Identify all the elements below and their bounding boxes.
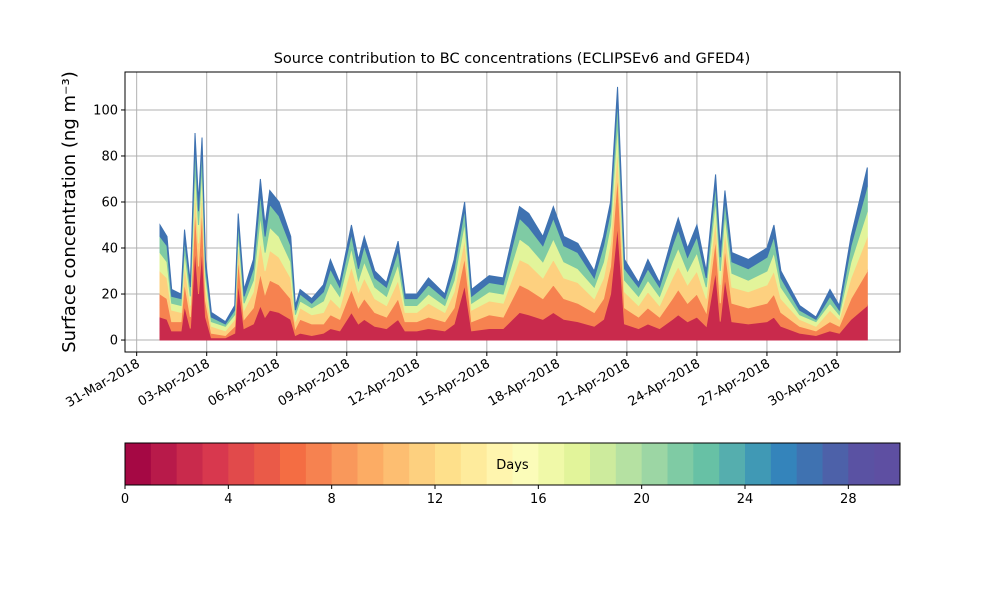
x-tick-label: 21-Apr-2018 (556, 356, 633, 409)
colorbar-swatch (228, 443, 255, 485)
colorbar-swatch (874, 443, 901, 485)
colorbar-swatch (615, 443, 643, 485)
x-tick-label: 09-Apr-2018 (276, 356, 353, 409)
colorbar-swatch (331, 443, 358, 485)
x-tick-label: 24-Apr-2018 (626, 356, 703, 409)
colorbar-swatch (667, 443, 694, 485)
y-tick-label: 0 (110, 334, 118, 349)
colorbar-tick-label: 16 (530, 492, 547, 507)
colorbar-swatch (770, 443, 798, 485)
colorbar-swatch (641, 443, 668, 485)
x-tick-label: 30-Apr-2018 (766, 356, 843, 409)
x-tick-label: 31-Mar-2018 (64, 356, 143, 410)
area-layer (159, 86, 868, 325)
colorbar-swatch (796, 443, 823, 485)
chart-title: Source contribution to BC concentrations… (274, 51, 751, 67)
colorbar-tick-label: 8 (328, 492, 336, 507)
colorbar-tick-label: 28 (840, 492, 857, 507)
y-axis-label: Surface concentration (ng m⁻³) (59, 71, 80, 353)
colorbar-swatch (357, 443, 384, 485)
colorbar-swatch (409, 443, 436, 485)
x-tick-label: 15-Apr-2018 (416, 356, 493, 409)
colorbar-swatch (745, 443, 772, 485)
colorbar-swatch (305, 443, 333, 485)
colorbar-swatch (538, 443, 565, 485)
y-tick-label: 100 (93, 103, 118, 118)
x-tick-label: 27-Apr-2018 (696, 356, 773, 409)
colorbar-swatch (435, 443, 462, 485)
plot-frame (124, 71, 901, 353)
colorbar-swatch (590, 443, 617, 485)
colorbar-swatch (280, 443, 307, 485)
colorbar-swatch (383, 443, 410, 485)
x-tick-label: 03-Apr-2018 (136, 356, 213, 409)
x-tick-label: 18-Apr-2018 (486, 356, 563, 409)
colorbar-swatch (125, 443, 152, 485)
colorbar-tick-label: 12 (427, 492, 444, 507)
y-tick-label: 80 (101, 149, 118, 164)
colorbar-tick-label: 20 (633, 492, 650, 507)
colorbar-swatch (150, 443, 178, 485)
colorbar-swatch (486, 443, 513, 485)
colorbar-swatch (693, 443, 720, 485)
colorbar-tick-label: 0 (121, 492, 129, 507)
colorbar-swatch (460, 443, 488, 485)
colorbar-swatch (822, 443, 849, 485)
colorbar-label: Days (496, 458, 529, 473)
colorbar-frame (124, 442, 901, 486)
x-tick-label: 06-Apr-2018 (206, 356, 283, 409)
colorbar-swatch (512, 443, 539, 485)
y-tick-label: 20 (101, 288, 118, 303)
colorbar-swatch (719, 443, 746, 485)
x-tick-label: 12-Apr-2018 (346, 356, 423, 409)
colorbar-swatch (254, 443, 281, 485)
y-tick-label: 60 (101, 195, 118, 210)
colorbar-swatch (848, 443, 875, 485)
colorbar-swatch (176, 443, 203, 485)
colorbar-tick-label: 24 (737, 492, 754, 507)
colorbar-swatch (202, 443, 229, 485)
colorbar-tick-label: 4 (224, 492, 232, 507)
y-tick-label: 40 (101, 242, 118, 257)
colorbar-swatch (564, 443, 591, 485)
